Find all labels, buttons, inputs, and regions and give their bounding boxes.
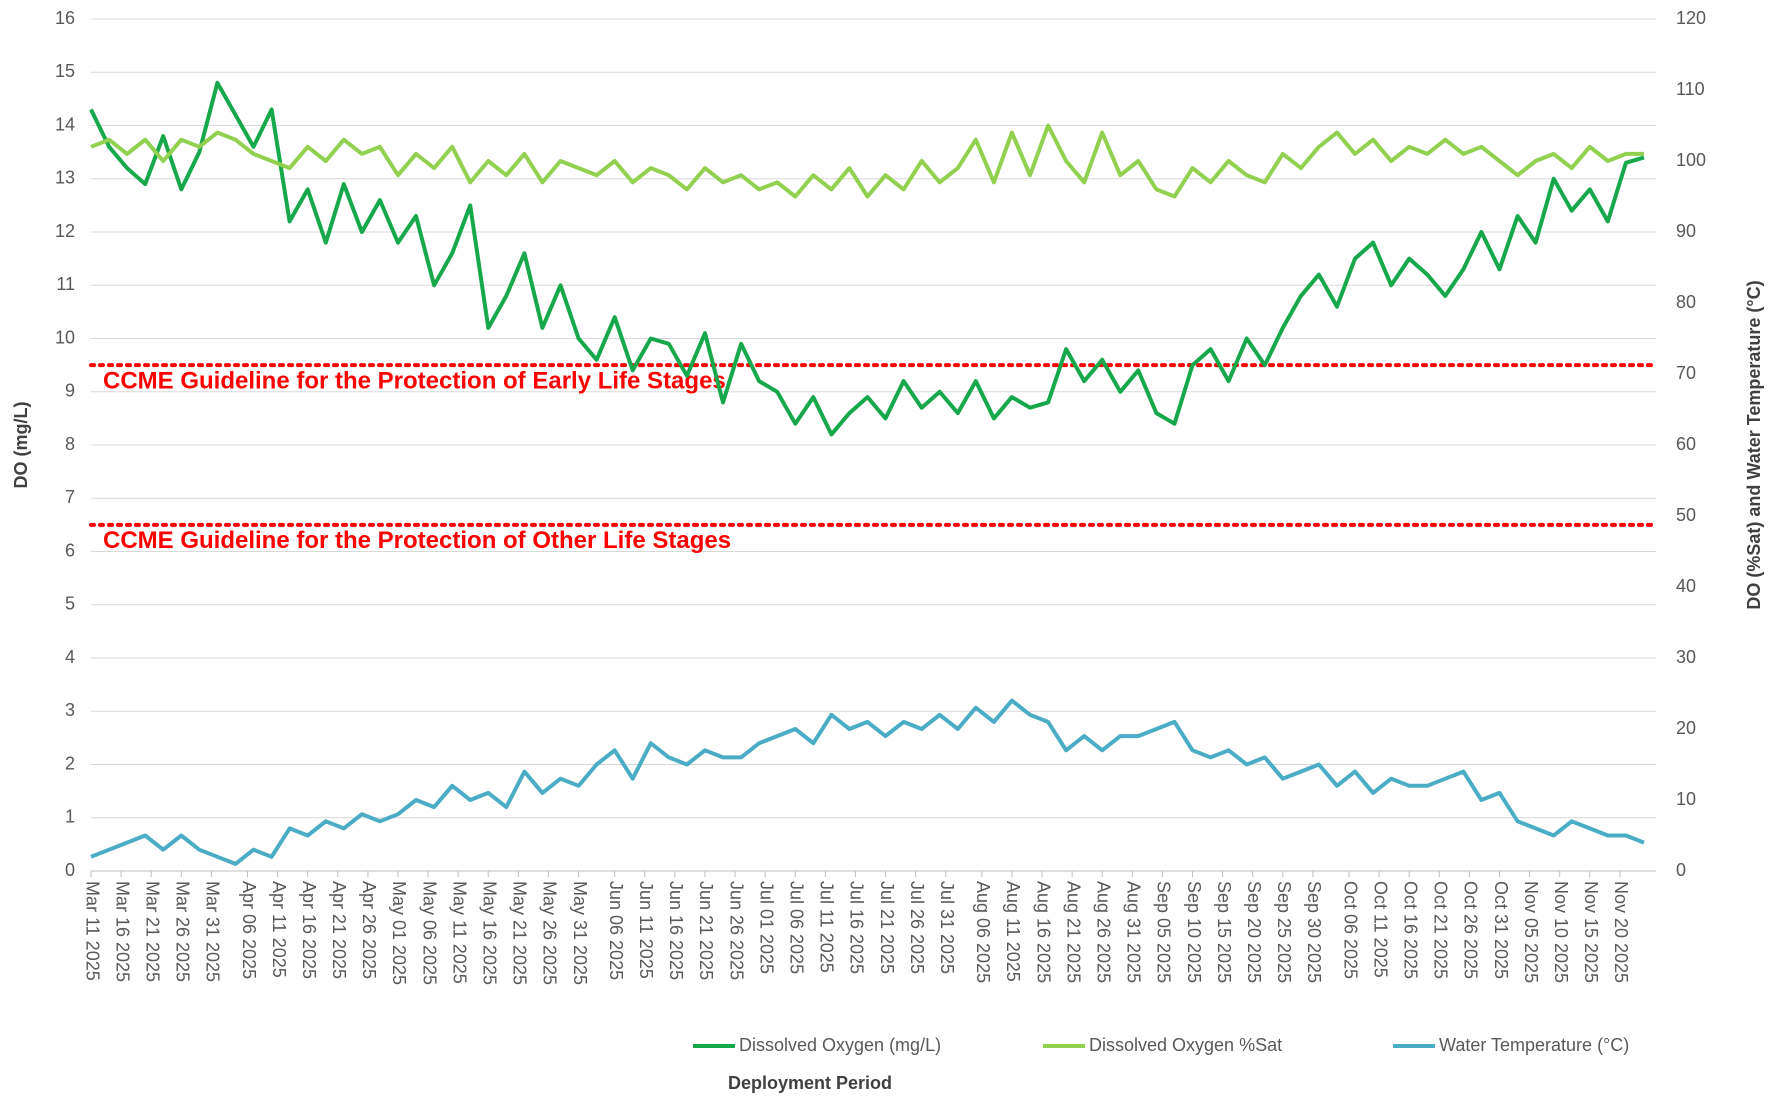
x-tick-label: Nov 20 2025 — [1611, 881, 1631, 983]
x-tick-label: Sep 10 2025 — [1184, 881, 1204, 983]
x-tick-label: Sep 05 2025 — [1154, 881, 1174, 983]
x-tick-label: Nov 15 2025 — [1581, 881, 1601, 983]
x-tick-label: May 11 2025 — [449, 881, 469, 984]
y-tick-label: 2 — [65, 753, 75, 773]
guideline-label: CCME Guideline for the Protection of Oth… — [103, 527, 731, 554]
x-tick-label: Aug 11 2025 — [1003, 881, 1023, 982]
x-tick-label: May 01 2025 — [389, 881, 409, 985]
legend-label: Water Temperature (°C) — [1439, 1035, 1629, 1055]
x-tick-label: Mar 11 2025 — [82, 881, 102, 981]
legend-label: Dissolved Oxygen %Sat — [1089, 1035, 1282, 1055]
y-tick-label: 7 — [65, 487, 75, 507]
x-tick-label: Mar 16 2025 — [112, 881, 132, 982]
y-tick-label: 11 — [56, 274, 75, 294]
x-tick-label: May 21 2025 — [510, 881, 530, 985]
y2-tick-label: 60 — [1676, 434, 1696, 454]
x-tick-label: Apr 06 2025 — [239, 881, 259, 979]
x-tick-label: Jul 16 2025 — [847, 881, 867, 974]
y2-tick-label: 90 — [1676, 221, 1696, 241]
y2-tick-label: 20 — [1676, 718, 1696, 738]
y-tick-label: 16 — [55, 8, 75, 28]
y-tick-label: 14 — [55, 114, 75, 134]
x-axis-title: Deployment Period — [728, 1073, 892, 1093]
y-tick-label: 0 — [65, 860, 75, 880]
x-tick-label: May 16 2025 — [480, 881, 500, 985]
x-tick-label: Jun 16 2025 — [666, 881, 686, 980]
x-tick-label: Sep 15 2025 — [1214, 881, 1234, 983]
x-tick-label: Aug 31 2025 — [1124, 881, 1144, 983]
x-tick-label: Sep 30 2025 — [1304, 881, 1324, 983]
y2-tick-label: 70 — [1676, 363, 1696, 383]
y2-tick-label: 120 — [1676, 8, 1706, 28]
x-tick-label: Aug 16 2025 — [1033, 881, 1053, 983]
x-tick-label: Oct 26 2025 — [1461, 881, 1481, 979]
x-tick-label: Aug 26 2025 — [1093, 881, 1113, 983]
y-tick-label: 10 — [55, 327, 75, 347]
y2-tick-label: 0 — [1676, 860, 1686, 880]
y2-tick-label: 10 — [1676, 789, 1696, 809]
x-tick-label: Jun 06 2025 — [606, 881, 626, 980]
x-tick-label: Jun 11 2025 — [636, 881, 656, 979]
x-tick-label: Apr 16 2025 — [299, 881, 319, 979]
y-tick-label: 12 — [55, 221, 75, 241]
y2-tick-label: 80 — [1676, 292, 1696, 312]
y-tick-label: 8 — [65, 434, 75, 454]
x-tick-label: Mar 21 2025 — [142, 881, 162, 982]
x-tick-label: Nov 05 2025 — [1521, 881, 1541, 983]
x-tick-label: Jul 01 2025 — [756, 881, 776, 974]
x-tick-label: Sep 20 2025 — [1244, 881, 1264, 983]
y-axis-title: DO (mg/L) — [11, 402, 31, 489]
y-tick-label: 6 — [65, 540, 75, 560]
x-tick-label: Nov 10 2025 — [1551, 881, 1571, 983]
x-tick-label: Jul 11 2025 — [817, 881, 837, 973]
x-tick-label: May 26 2025 — [540, 881, 560, 985]
x-tick-label: Oct 11 2025 — [1370, 881, 1390, 978]
y2-tick-label: 100 — [1676, 150, 1706, 170]
x-tick-label: Oct 31 2025 — [1491, 881, 1511, 979]
y2-tick-label: 30 — [1676, 647, 1696, 667]
y-tick-label: 15 — [55, 61, 75, 81]
x-tick-label: Oct 16 2025 — [1400, 881, 1420, 979]
y-tick-label: 1 — [65, 807, 75, 827]
x-tick-label: Jul 31 2025 — [937, 881, 957, 974]
x-tick-label: Jul 06 2025 — [787, 881, 807, 974]
x-tick-label: Jun 21 2025 — [696, 881, 716, 980]
y2-tick-label: 40 — [1676, 576, 1696, 596]
y-tick-label: 4 — [65, 647, 75, 667]
y2-axis-title: DO (%Sat) and Water Temperature (°C) — [1744, 280, 1764, 609]
series-line — [90, 123, 1644, 199]
x-tick-label: Mar 26 2025 — [173, 881, 193, 982]
y-tick-label: 3 — [65, 700, 75, 720]
series-line — [90, 698, 1645, 866]
x-tick-label: May 06 2025 — [419, 881, 439, 985]
guideline-label: CCME Guideline for the Protection of Ear… — [103, 367, 726, 394]
x-tick-label: Mar 31 2025 — [203, 881, 223, 982]
x-tick-label: Apr 21 2025 — [329, 881, 349, 979]
x-tick-label: May 31 2025 — [570, 881, 590, 985]
x-tick-label: Jul 21 2025 — [877, 881, 897, 974]
y-tick-label: 5 — [65, 594, 75, 614]
x-tick-label: Sep 25 2025 — [1274, 881, 1294, 983]
series-line — [89, 80, 1645, 437]
x-tick-label: Apr 11 2025 — [269, 881, 289, 978]
x-tick-label: Oct 21 2025 — [1431, 881, 1451, 979]
x-tick-label: Aug 21 2025 — [1063, 881, 1083, 983]
x-tick-label: Jun 26 2025 — [726, 881, 746, 980]
y-tick-label: 9 — [65, 381, 75, 401]
x-tick-label: Jul 26 2025 — [907, 881, 927, 974]
y-tick-label: 13 — [55, 168, 75, 188]
x-tick-label: Apr 26 2025 — [359, 881, 379, 979]
x-tick-label: Aug 06 2025 — [973, 881, 993, 983]
y2-tick-label: 110 — [1676, 79, 1705, 99]
x-tick-label: Oct 06 2025 — [1340, 881, 1360, 979]
y2-tick-label: 50 — [1676, 505, 1696, 525]
legend-label: Dissolved Oxygen (mg/L) — [739, 1035, 941, 1055]
